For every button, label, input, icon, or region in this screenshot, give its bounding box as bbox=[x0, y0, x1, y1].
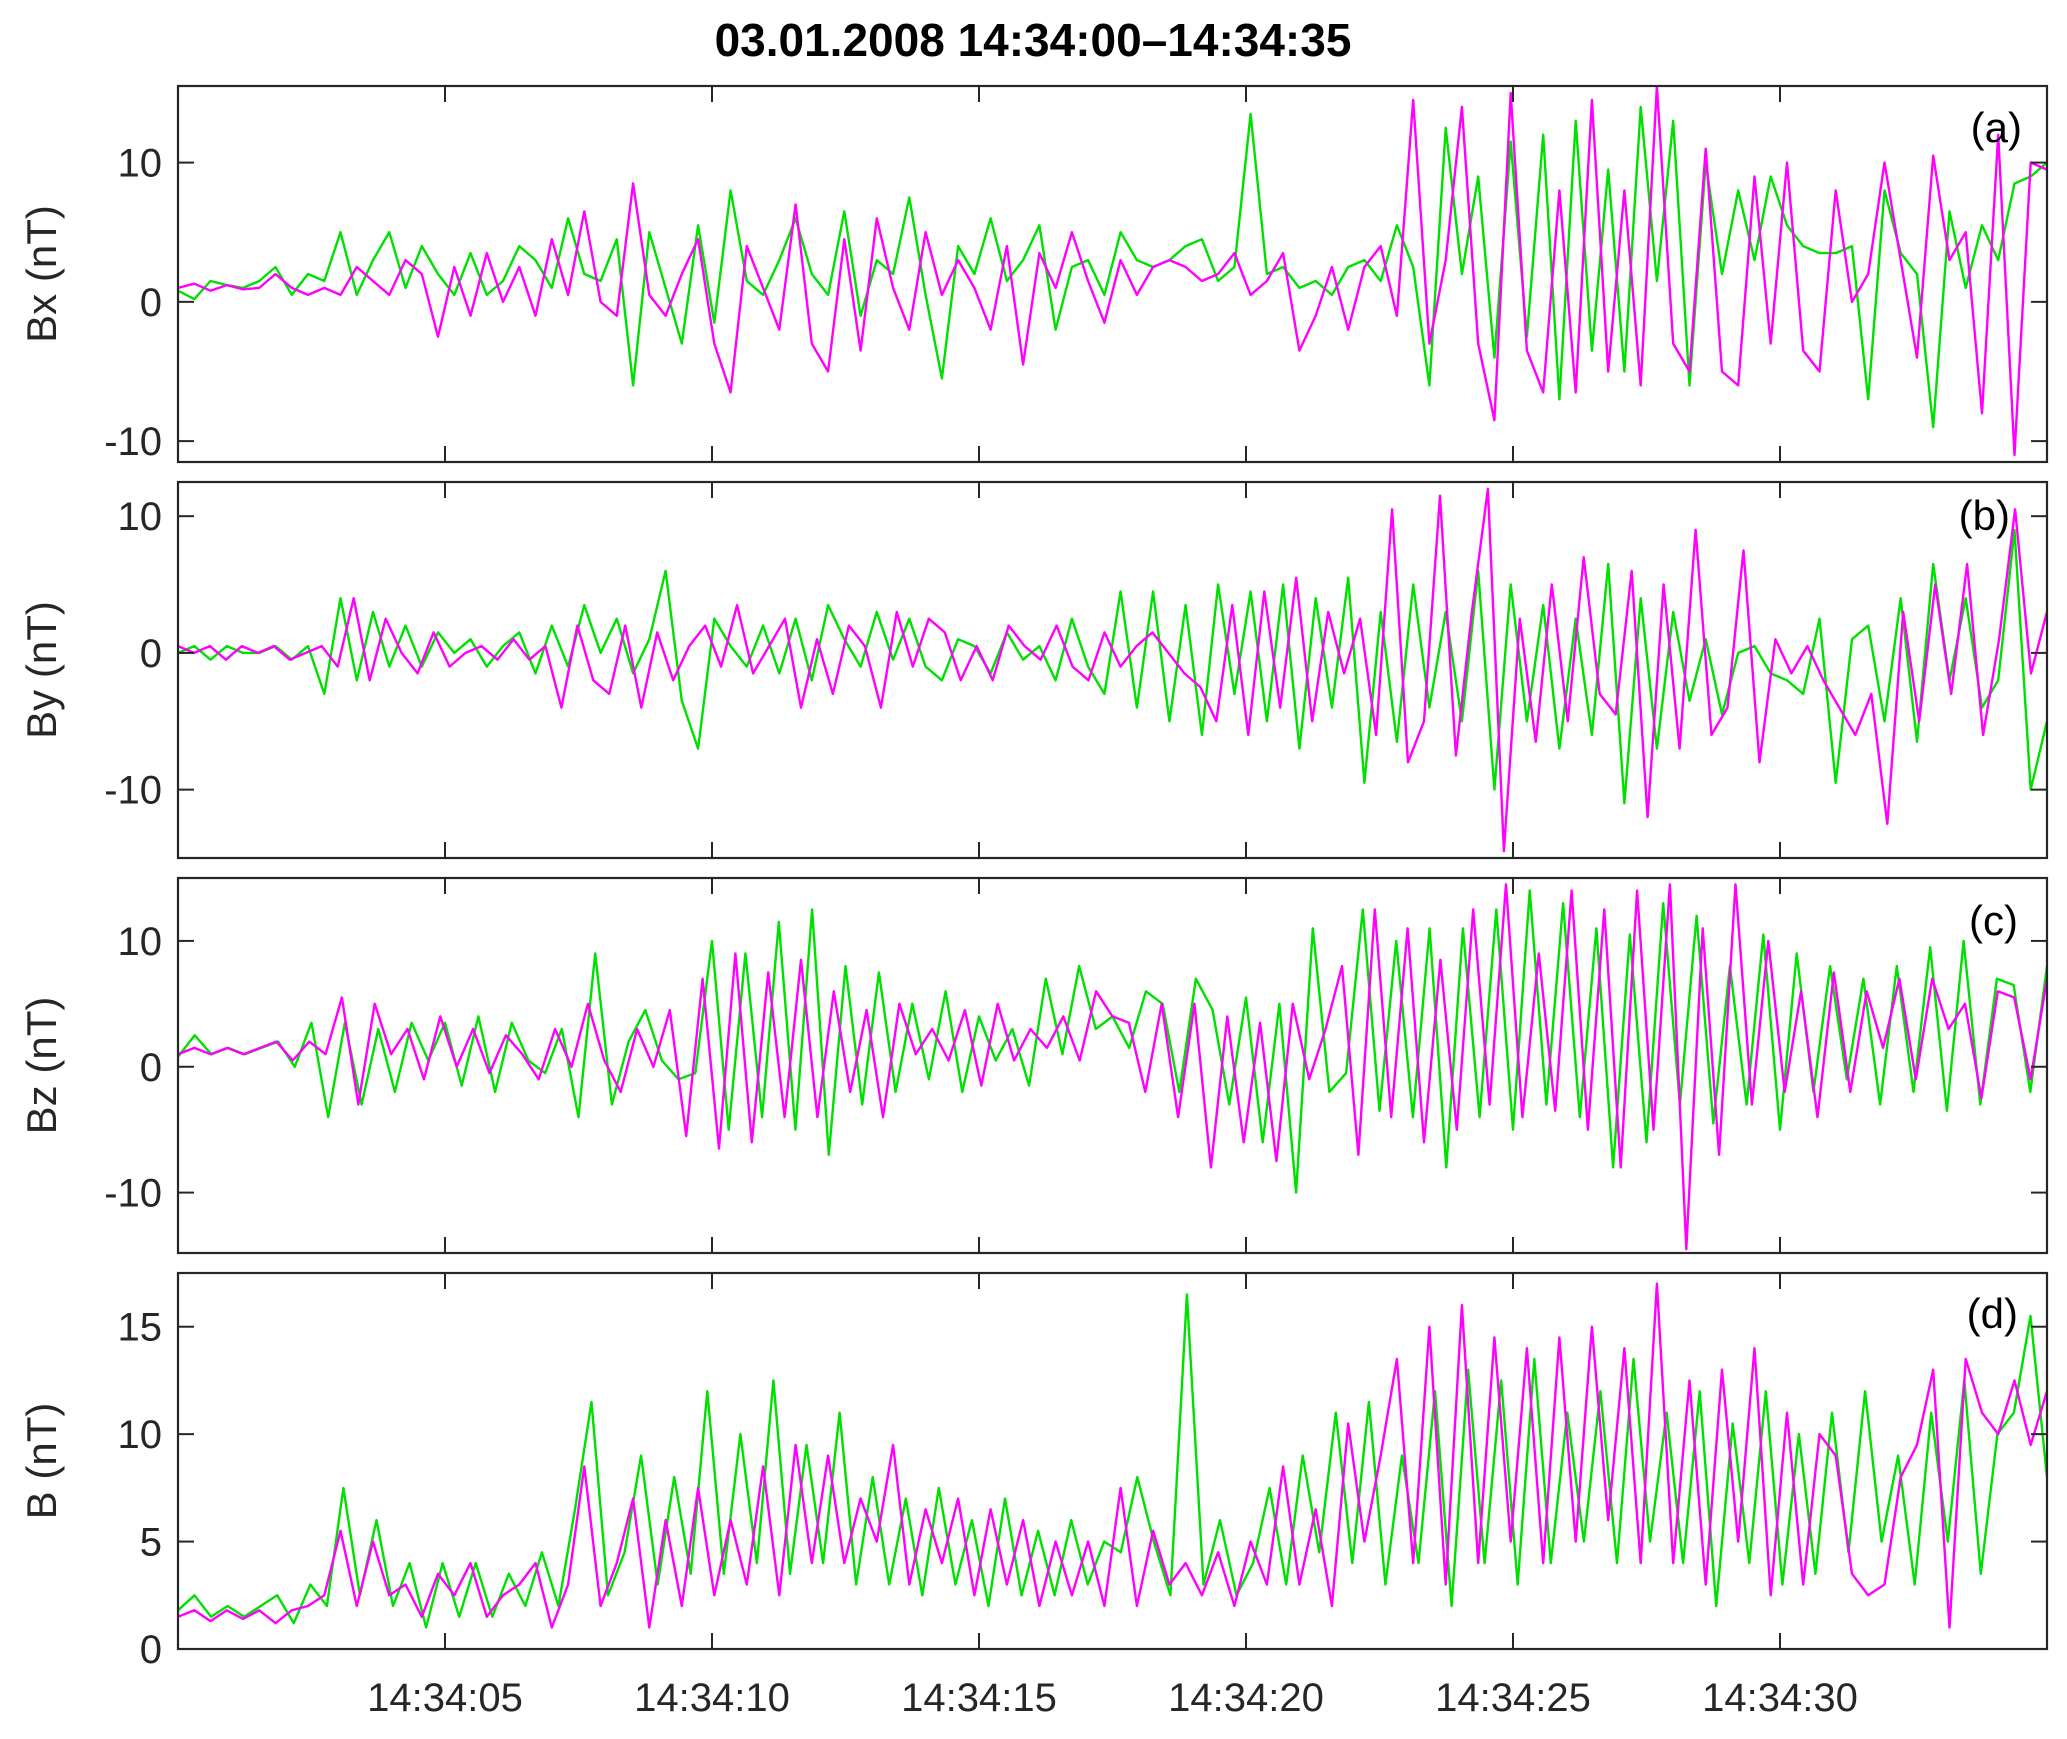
x-tick-label: 14:34:25 bbox=[1435, 1676, 1591, 1720]
series-line-magenta bbox=[178, 487, 2047, 853]
panel-frame bbox=[176, 876, 2049, 1255]
x-tick-label: 14:34:10 bbox=[634, 1676, 790, 1720]
panel-2: -10 0 10 By (nT) (b) bbox=[18, 480, 2049, 860]
y-tick-label: 10 bbox=[118, 495, 163, 539]
panel-3: -10 0 10 Bz (nT) (c) bbox=[18, 876, 2049, 1255]
y-tick-label: 5 bbox=[140, 1521, 162, 1565]
y-axis-label: B (nT) bbox=[18, 1403, 65, 1520]
y-tick-label: -10 bbox=[104, 769, 162, 813]
y-tick-label: -10 bbox=[104, 420, 162, 464]
x-tick-label: 14:34:30 bbox=[1702, 1676, 1858, 1720]
series-line-green bbox=[178, 528, 2047, 805]
y-axis-label: By (nT) bbox=[18, 601, 65, 739]
y-tick-label: 0 bbox=[140, 281, 162, 325]
series-line-magenta bbox=[178, 86, 2047, 457]
panel-4: 0 5 10 15 B (nT) (d) bbox=[18, 1271, 2049, 1672]
y-tick-label: -10 bbox=[104, 1172, 162, 1216]
panel-id-label: (b) bbox=[1959, 492, 2010, 539]
y-axis-label: Bx (nT) bbox=[18, 205, 65, 343]
y-axis-label: Bz (nT) bbox=[18, 997, 65, 1135]
y-tick-label: 0 bbox=[140, 632, 162, 676]
y-tick-label: 15 bbox=[118, 1306, 163, 1350]
x-tick-label: 14:34:15 bbox=[901, 1676, 1057, 1720]
series-line-magenta bbox=[178, 1282, 2047, 1629]
chart-title: 03.01.2008 14:34:00–14:34:35 bbox=[715, 14, 1352, 66]
x-axis: 14:34:05 14:34:10 14:34:15 14:34:20 14:34:25… bbox=[367, 1676, 1858, 1720]
panel-frame bbox=[176, 84, 2049, 464]
panel-frame bbox=[176, 480, 2049, 860]
y-tick-label: 10 bbox=[118, 920, 163, 964]
series-line-green bbox=[178, 105, 2047, 429]
panel-1: -10 0 10 Bx (nT) (a) bbox=[18, 84, 2049, 464]
y-tick-label: 0 bbox=[140, 1628, 162, 1672]
panel-id-label: (d) bbox=[1967, 1290, 2018, 1337]
panel-id-label: (a) bbox=[1971, 104, 2022, 151]
series-line-green bbox=[178, 889, 2047, 1194]
panel-frame bbox=[176, 1271, 2049, 1651]
series-line-green bbox=[178, 1293, 2047, 1629]
panels-group: -10 0 10 Bx (nT) (a) -10 0 10 By (nT) (b) -10 0 10 Bz… bbox=[18, 84, 2049, 1672]
y-tick-label: 10 bbox=[118, 1413, 163, 1457]
y-tick-label: 0 bbox=[140, 1046, 162, 1090]
series-line-magenta bbox=[178, 883, 2047, 1251]
y-tick-label: 10 bbox=[118, 142, 163, 186]
x-tick-label: 14:34:20 bbox=[1168, 1676, 1324, 1720]
x-tick-label: 14:34:05 bbox=[367, 1676, 523, 1720]
panel-id-label: (c) bbox=[1969, 897, 2018, 944]
